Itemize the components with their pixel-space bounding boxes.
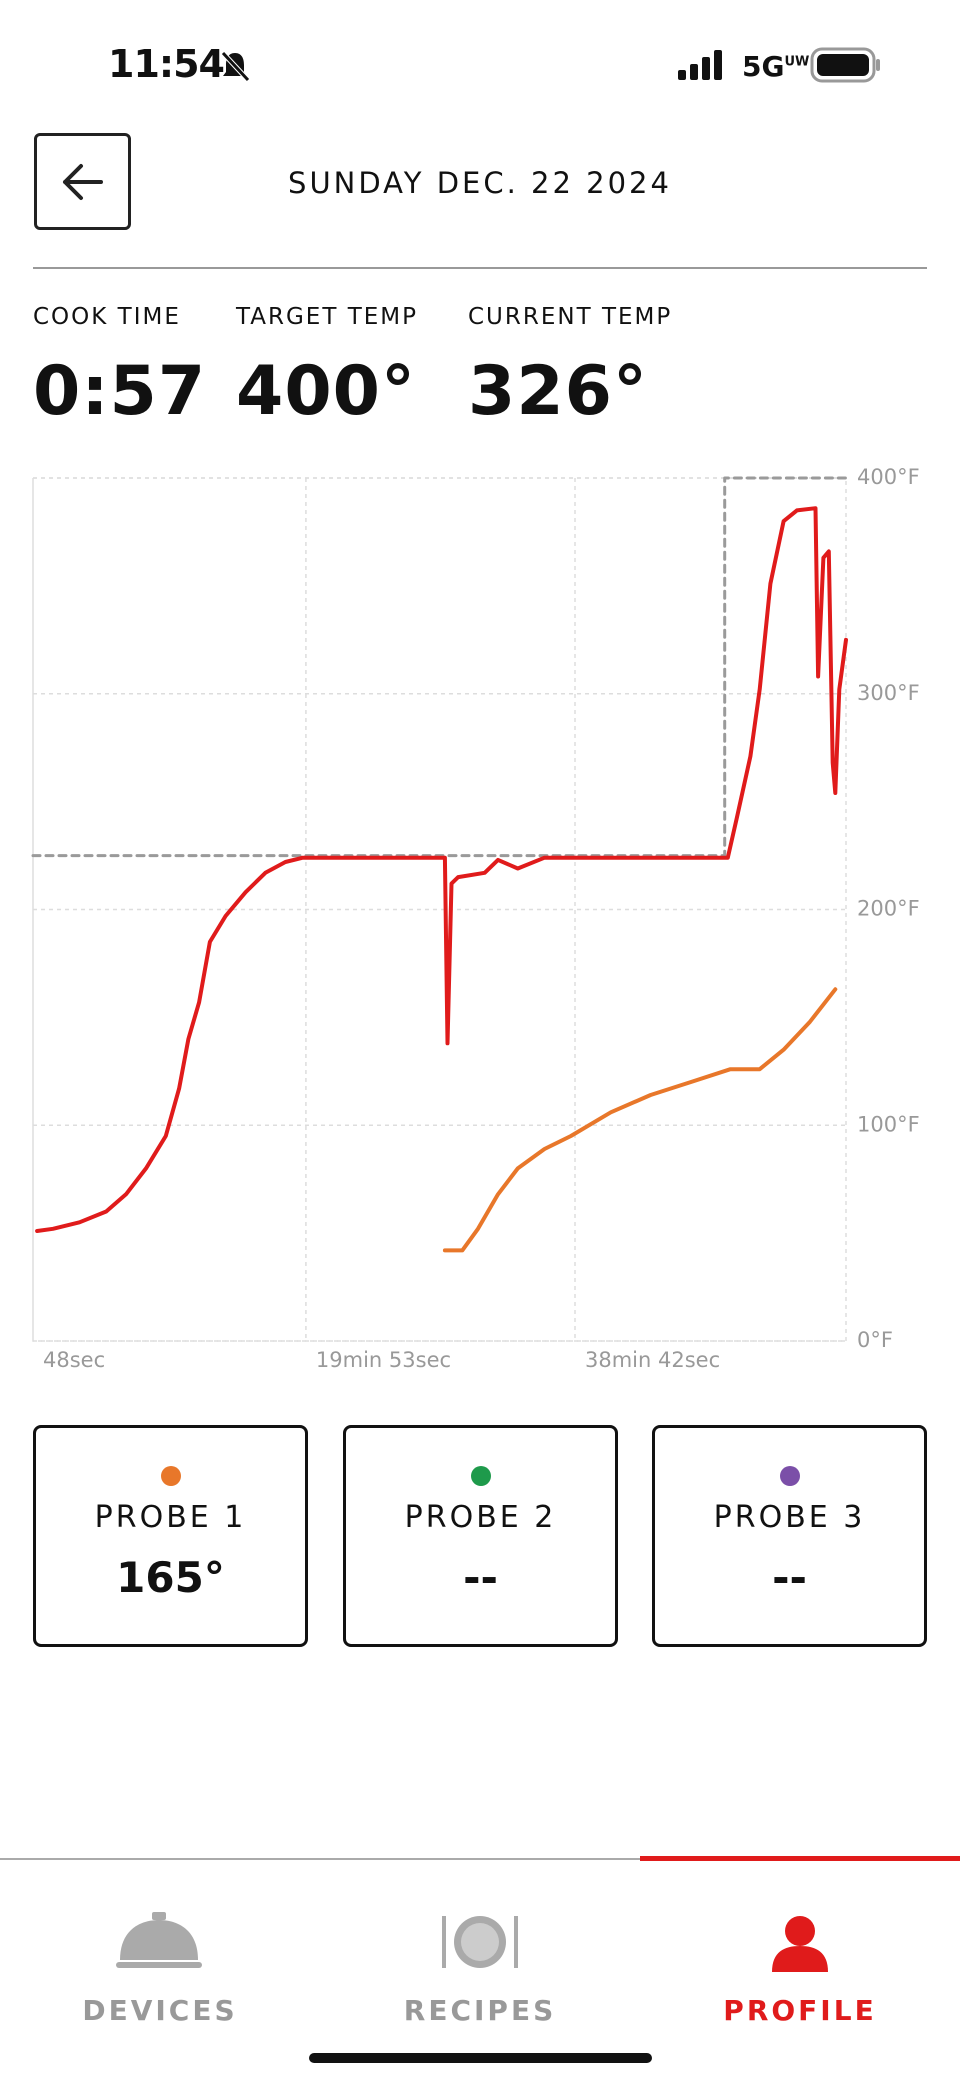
network-badge: UW <box>784 54 810 70</box>
stat-value: 0:57 <box>33 352 207 431</box>
x-tick-label: 48sec <box>43 1348 105 1372</box>
probe-dot <box>160 1466 181 1486</box>
nav-label[interactable]: PROFILE <box>723 1994 877 2027</box>
network-label: 5G <box>742 50 785 83</box>
nav-label[interactable]: RECIPES <box>403 1994 557 2027</box>
nav-divider <box>0 1858 960 1860</box>
recipes-icon[interactable] <box>440 1912 520 1972</box>
probe-dot <box>779 1466 800 1486</box>
y-tick-label: 0°F <box>857 1328 893 1352</box>
back-arrow <box>63 164 103 200</box>
profile-icon[interactable] <box>770 1914 830 1974</box>
stat-label: CURRENT TEMP <box>468 304 673 330</box>
session-date: SUNDAY DEC. 22 2024 <box>288 166 672 200</box>
probe-name: PROBE 2 <box>404 1500 557 1535</box>
probe-name: PROBE 3 <box>713 1500 866 1535</box>
back-button[interactable] <box>34 133 131 230</box>
nav-active-indicator <box>640 1856 960 1861</box>
divider <box>33 267 927 269</box>
y-tick-label: 400°F <box>857 465 920 489</box>
stat-value: 400° <box>236 352 416 431</box>
probe-value: -- <box>772 1553 807 1602</box>
probe-value: -- <box>463 1553 498 1602</box>
target-line <box>31 476 848 858</box>
probe-dot <box>470 1466 491 1486</box>
y-tick-label: 300°F <box>857 681 920 705</box>
probe-card[interactable]: PROBE 3 -- <box>652 1425 927 1647</box>
y-tick-label: 100°F <box>857 1112 920 1136</box>
probe-card[interactable]: PROBE 2 -- <box>343 1425 618 1647</box>
home-indicator <box>309 2053 652 2063</box>
probe-name: PROBE 1 <box>94 1500 247 1535</box>
x-tick-label: 38min 42sec <box>585 1348 720 1372</box>
devices-icon[interactable] <box>116 1910 202 1972</box>
stat-value: 326° <box>468 352 648 431</box>
nav-label[interactable]: DEVICES <box>82 1994 238 2027</box>
temperature-chart: 0°F 100°F 200°F 300°F 400°F 48sec 19min 53sec 3… <box>31 465 920 1372</box>
stat-label: TARGET TEMP <box>236 304 418 330</box>
signal-icon <box>678 50 722 80</box>
stat-label: COOK TIME <box>33 304 181 330</box>
x-tick-label: 19min 53sec <box>316 1348 451 1372</box>
mute-icon <box>221 51 250 82</box>
y-tick-label: 200°F <box>857 897 920 921</box>
temperature-line <box>442 987 838 1253</box>
battery-icon <box>810 47 880 83</box>
temperature-line <box>35 506 848 1233</box>
status-time: 11:54 <box>108 42 225 86</box>
network-type: 5GUW <box>742 50 809 83</box>
probe-card[interactable]: PROBE 1 165° <box>33 1425 308 1647</box>
probe-value: 165° <box>116 1553 225 1602</box>
